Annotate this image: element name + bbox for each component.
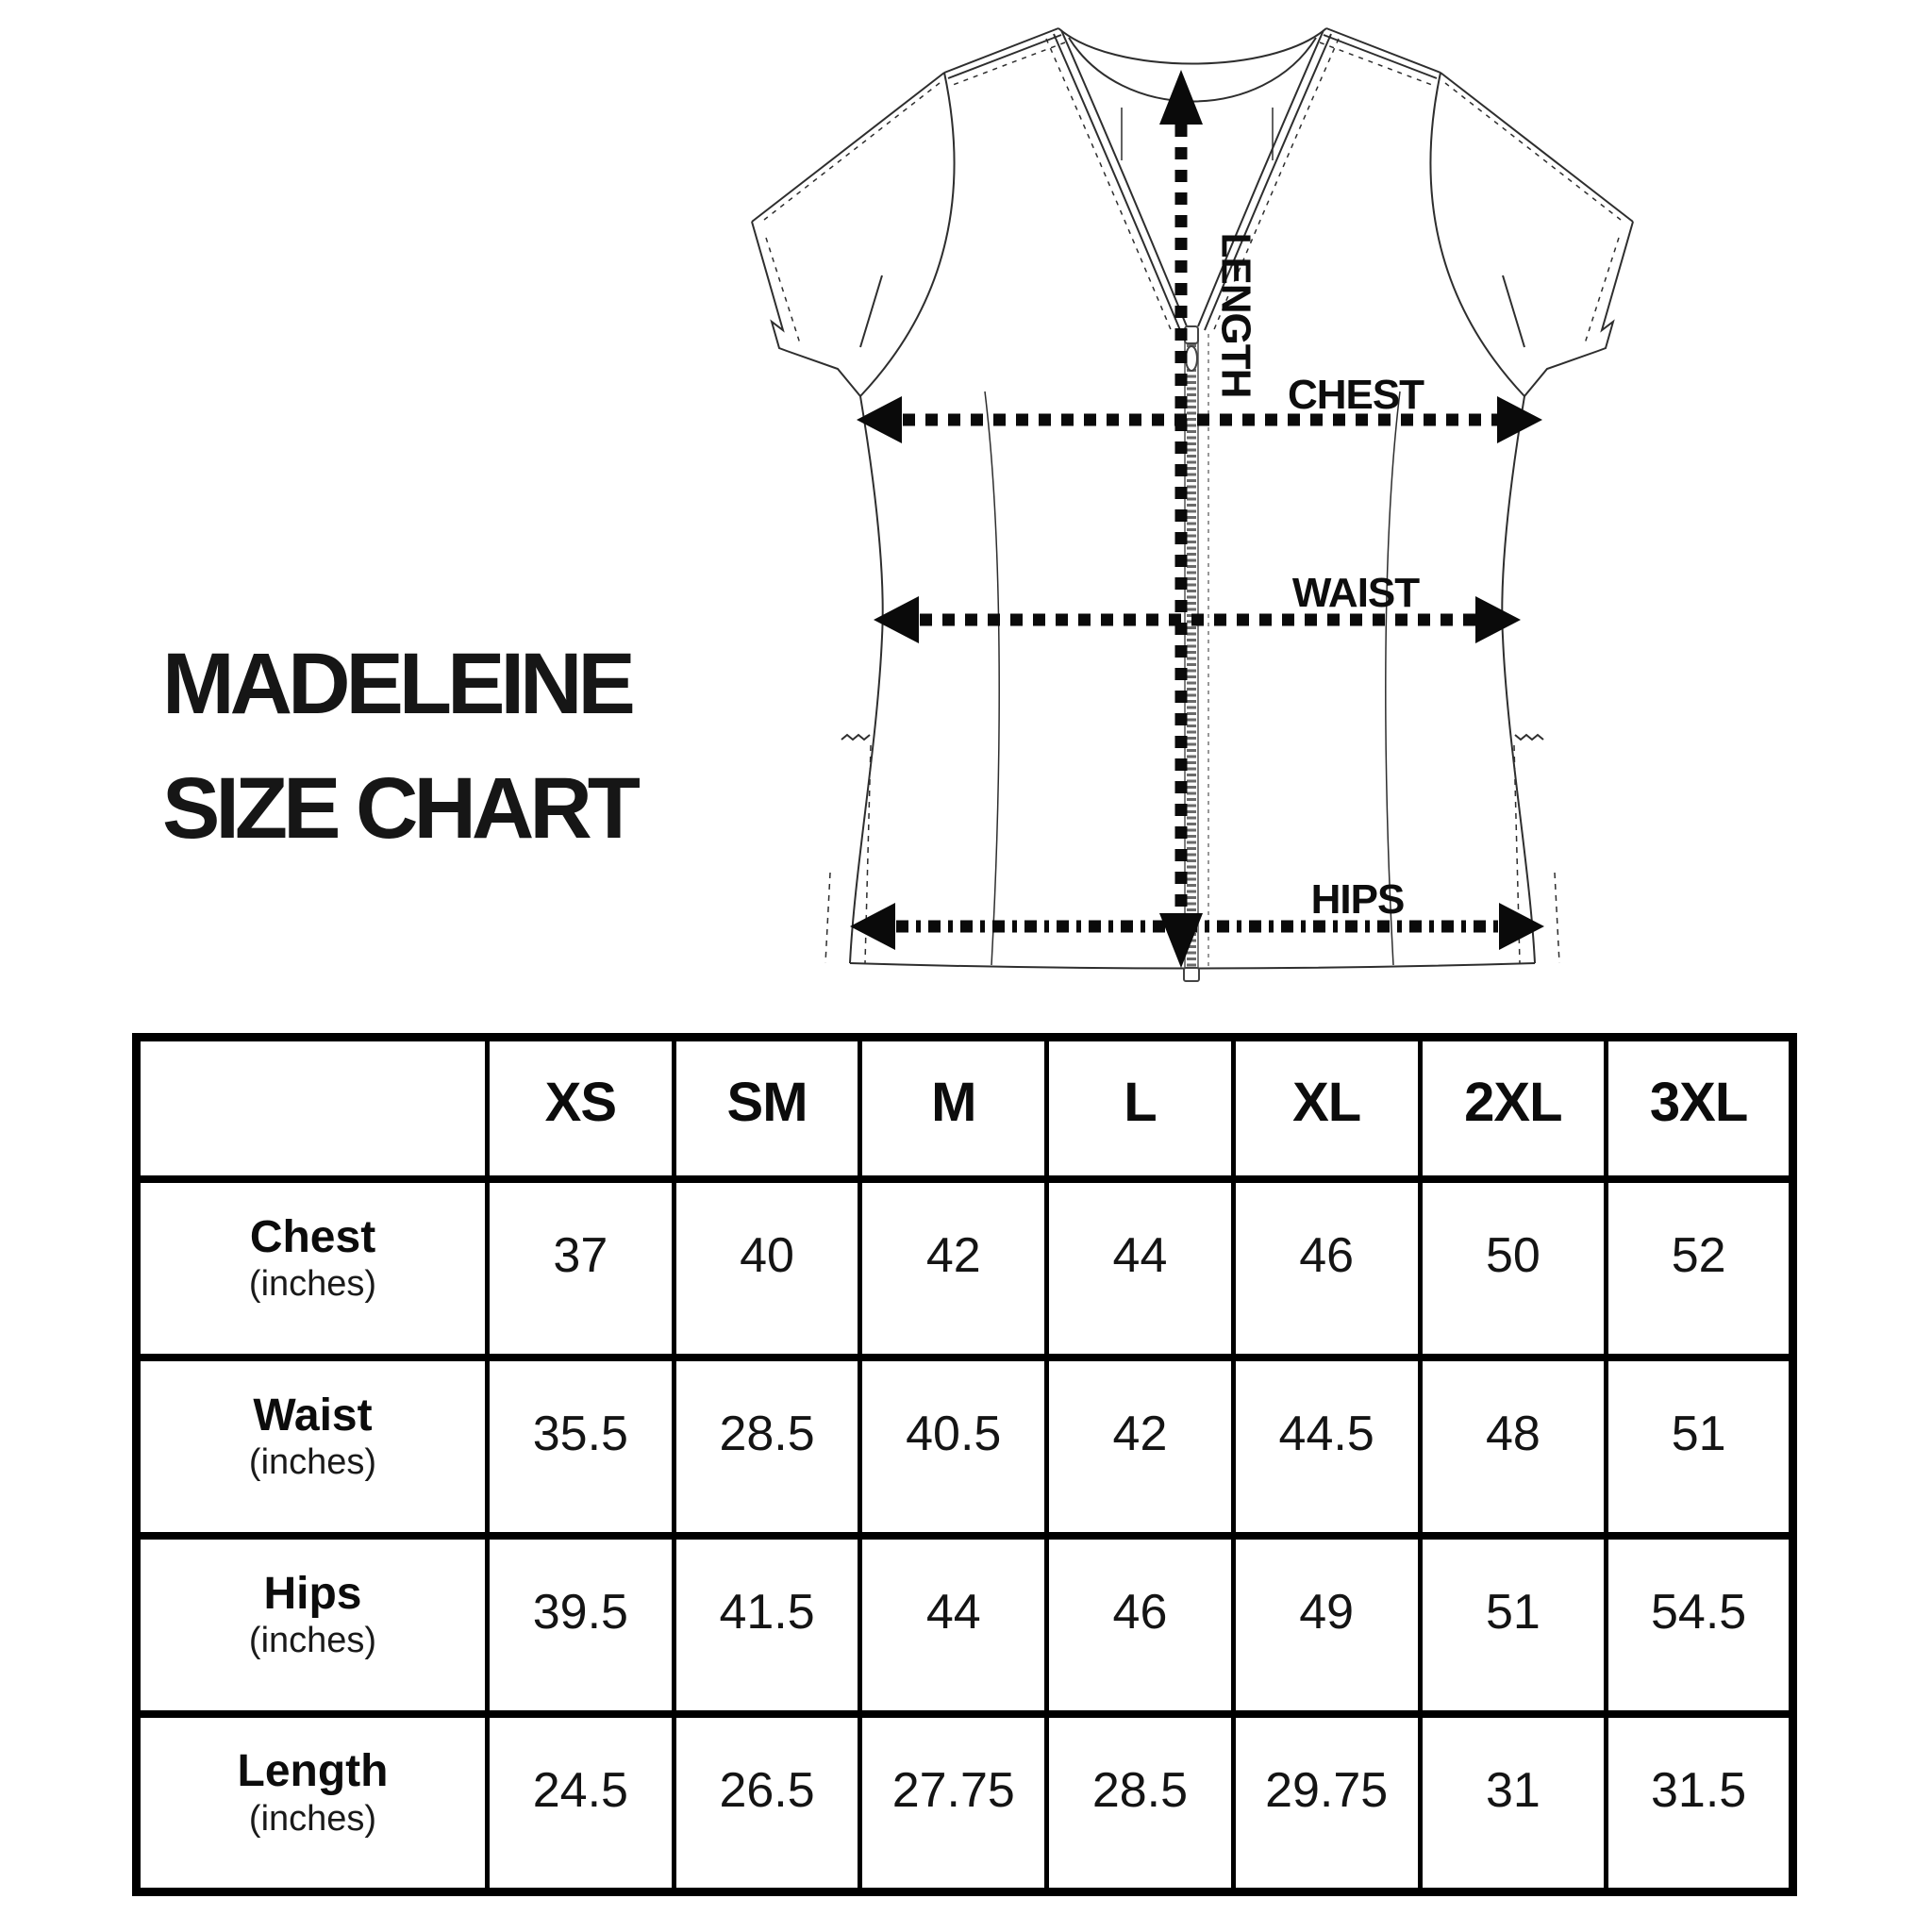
cell-length-3xl: 31.5 — [1604, 1709, 1793, 1892]
column-header-3xl: 3XL — [1604, 1037, 1793, 1179]
cell-waist-3xl: 51 — [1604, 1353, 1793, 1536]
cell-waist-sm: 28.5 — [671, 1353, 860, 1536]
column-header-2xl: 2XL — [1417, 1037, 1607, 1179]
cell-length-m: 27.75 — [858, 1709, 1047, 1892]
cell-chest-3xl: 52 — [1604, 1174, 1793, 1357]
cell-chest-2xl: 50 — [1417, 1174, 1607, 1357]
row-label: Waist — [253, 1390, 373, 1441]
waist-label: WAIST — [1292, 570, 1420, 616]
cell-hips-xs: 39.5 — [485, 1531, 675, 1714]
length-arrow — [1159, 70, 1203, 968]
column-header-sm: SM — [671, 1037, 860, 1179]
size-chart-table: XS SM M L XL 2XL 3XL Chest (inches) 37 4… — [132, 1033, 1797, 1896]
cell-hips-m: 44 — [858, 1531, 1047, 1714]
row-header-chest: Chest (inches) — [136, 1174, 488, 1357]
cell-chest-xs: 37 — [485, 1174, 675, 1357]
chest-label: CHEST — [1288, 372, 1424, 418]
cell-hips-xl: 49 — [1230, 1531, 1421, 1714]
cell-waist-xs: 35.5 — [485, 1353, 675, 1536]
column-header-m: M — [858, 1037, 1047, 1179]
row-header-hips: Hips (inches) — [136, 1531, 488, 1714]
row-sublabel: (inches) — [248, 1798, 377, 1839]
row-label: Hips — [263, 1568, 362, 1619]
hips-arrow — [850, 903, 1544, 950]
row-sublabel: (inches) — [248, 1263, 377, 1304]
hips-label: HIPS — [1311, 876, 1405, 923]
table-row-chest: Chest (inches) 37 40 42 44 46 50 52 — [136, 1174, 1793, 1357]
cell-chest-l: 44 — [1044, 1174, 1234, 1357]
shirt-diagram-svg: LENGTH CHEST WAIST HIPS — [751, 27, 1634, 982]
row-header-length: Length (inches) — [136, 1709, 488, 1892]
waist-arrow — [874, 596, 1521, 643]
zipper — [1183, 325, 1209, 982]
table-corner-cell — [137, 1038, 488, 1179]
column-header-xs: XS — [485, 1037, 675, 1179]
cell-hips-l: 46 — [1044, 1531, 1234, 1714]
cell-waist-m: 40.5 — [858, 1353, 1047, 1536]
cell-length-xs: 24.5 — [485, 1709, 675, 1892]
table-row-hips: Hips (inches) 39.5 41.5 44 46 49 51 54.5 — [136, 1531, 1793, 1714]
cell-waist-xl: 44.5 — [1230, 1353, 1421, 1536]
length-label: LENGTH — [1212, 233, 1258, 398]
table-header-row: XS SM M L XL 2XL 3XL — [137, 1037, 1793, 1179]
table-row-waist: Waist (inches) 35.5 28.5 40.5 42 44.5 48… — [136, 1353, 1793, 1536]
column-header-l: L — [1044, 1037, 1234, 1179]
page-title: MADELEINE SIZE CHART — [162, 622, 641, 871]
chest-arrow — [857, 396, 1542, 443]
row-sublabel: (inches) — [248, 1620, 377, 1660]
zipper-pull — [1185, 345, 1198, 372]
row-header-waist: Waist (inches) — [136, 1353, 488, 1536]
cell-hips-3xl: 54.5 — [1604, 1531, 1793, 1714]
cell-chest-sm: 40 — [671, 1174, 860, 1357]
table-row-length: Length (inches) 24.5 26.5 27.75 28.5 29.… — [136, 1709, 1793, 1892]
row-sublabel: (inches) — [248, 1441, 377, 1482]
cell-waist-2xl: 48 — [1417, 1353, 1607, 1536]
scrub-top-measurement-diagram: LENGTH CHEST WAIST HIPS — [747, 19, 1638, 1000]
garment-outline — [751, 27, 1634, 970]
cell-hips-sm: 41.5 — [671, 1531, 860, 1714]
row-label: Chest — [249, 1211, 376, 1262]
cell-length-sm: 26.5 — [671, 1709, 860, 1892]
cell-chest-xl: 46 — [1230, 1174, 1421, 1357]
cell-hips-2xl: 51 — [1417, 1531, 1607, 1714]
cell-length-2xl: 31 — [1417, 1709, 1607, 1892]
row-label: Length — [237, 1746, 389, 1797]
cell-waist-l: 42 — [1044, 1353, 1234, 1536]
column-header-xl: XL — [1230, 1037, 1421, 1179]
cell-length-l: 28.5 — [1044, 1709, 1234, 1892]
title-line-2: SIZE CHART — [162, 760, 641, 857]
title-line-1: MADELEINE — [162, 636, 636, 732]
zipper-bottom-stop — [1183, 967, 1200, 982]
cell-chest-m: 42 — [858, 1174, 1047, 1357]
cell-length-xl: 29.75 — [1230, 1709, 1421, 1892]
